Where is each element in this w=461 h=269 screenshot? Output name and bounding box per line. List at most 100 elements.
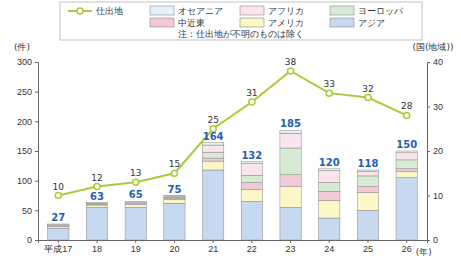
- legend-label: アフリカ: [268, 6, 304, 16]
- total-label: 164: [203, 131, 224, 142]
- tick-label: 20: [433, 146, 443, 156]
- tick-label: 200: [17, 117, 32, 127]
- tick-label: 0: [433, 235, 438, 245]
- total-label: 185: [280, 118, 301, 129]
- y2-axis-title: (国(地域)): [412, 42, 453, 52]
- chart: 2763657516413218512011815010121315253138…: [0, 0, 461, 269]
- tick-mark: [406, 240, 407, 243]
- legend-label: アジア: [358, 18, 385, 28]
- tick-mark: [427, 107, 430, 108]
- bar-segment: [280, 187, 301, 208]
- legend-item: オセアニア: [150, 6, 223, 16]
- bar-segment: [125, 203, 146, 205]
- tick-label: 40: [433, 57, 443, 67]
- tick-mark: [35, 151, 38, 152]
- line-label: 15: [169, 159, 180, 169]
- axis-line: [39, 241, 428, 244]
- total-label: 65: [129, 189, 143, 200]
- bar-segment: [86, 203, 107, 204]
- tick-label: 150: [17, 146, 32, 156]
- bar-segment: [203, 158, 224, 161]
- tick: 40: [427, 57, 443, 67]
- line-marker: [365, 95, 371, 101]
- total-label: 132: [241, 150, 262, 161]
- bar-segment: [241, 190, 262, 202]
- line-marker: [94, 184, 100, 190]
- bar-segment: [357, 170, 378, 171]
- bar-segment: [86, 202, 107, 204]
- bar-segment: [203, 143, 224, 145]
- legend-label: アメリカ: [268, 18, 304, 28]
- axis-line: [428, 63, 431, 241]
- bar-segment: [48, 223, 69, 225]
- tick: 250: [17, 87, 38, 97]
- bar-segment: [280, 207, 301, 240]
- bar-segment: [396, 169, 417, 172]
- y-axis: 050100150200250300: [17, 57, 39, 245]
- line-marker: [171, 170, 177, 176]
- tick: 200: [17, 117, 38, 127]
- bar-segment: [125, 207, 146, 240]
- tick: 24: [324, 240, 334, 254]
- bar-segment: [241, 162, 262, 164]
- tick-mark: [367, 240, 368, 243]
- bar-segment: [164, 200, 185, 204]
- line-label: 38: [285, 57, 297, 67]
- legend-item: ヨーロッパ: [330, 6, 404, 16]
- bar-segment: [357, 171, 378, 176]
- annotation: 注：仕出地が不明のものは除く: [178, 29, 304, 39]
- legend-label: オセアニア: [178, 6, 223, 16]
- legend-item: 中近東: [150, 18, 205, 28]
- bar-segment: [396, 178, 417, 240]
- total-label: 120: [319, 157, 340, 168]
- line-label: 10: [53, 182, 65, 192]
- tick-mark: [58, 240, 59, 243]
- tick-mark: [427, 196, 430, 197]
- legend-swatch: [150, 18, 174, 27]
- bar-segment: [241, 175, 262, 182]
- tick: 30: [427, 102, 443, 112]
- tick-mark: [35, 62, 38, 63]
- tick-label: 0: [27, 235, 32, 245]
- legend-item: アメリカ: [240, 18, 304, 28]
- tick-mark: [213, 240, 214, 243]
- bar-segment: [86, 207, 107, 240]
- tick-mark: [329, 240, 330, 243]
- bar-segment: [48, 223, 69, 224]
- tick-mark: [174, 240, 175, 243]
- total-label: 75: [167, 184, 181, 195]
- tick: 22: [247, 240, 257, 254]
- bar-segment: [164, 196, 185, 197]
- tick: 50: [22, 206, 38, 216]
- tick-mark: [35, 210, 38, 211]
- plot-area: [48, 68, 418, 240]
- line-label: 12: [91, 173, 102, 183]
- line-label: 31: [246, 88, 257, 98]
- tick: 25: [363, 240, 373, 254]
- bar-segment: [86, 204, 107, 206]
- legend-swatch: [240, 18, 264, 27]
- tick-mark: [427, 151, 430, 152]
- line-label: 33: [324, 79, 335, 89]
- total-label: 27: [51, 212, 65, 223]
- legend: 仕出地オセアニアアフリカヨーロッパ中近東アメリカアジア: [60, 2, 422, 40]
- tick: 150: [17, 146, 38, 156]
- bar-segment: [396, 172, 417, 178]
- tick-label: 100: [17, 176, 32, 186]
- bar-segment: [319, 169, 340, 171]
- tick: 0: [27, 235, 38, 245]
- bar-segment: [280, 175, 301, 187]
- tick: 平成17: [44, 240, 72, 254]
- legend-swatch: [330, 18, 354, 27]
- tick-mark: [35, 240, 38, 241]
- tick: 21: [208, 240, 218, 254]
- y2-axis: 010203040: [427, 57, 443, 245]
- legend-label: ヨーロッパ: [358, 6, 404, 16]
- line-marker: [133, 179, 139, 185]
- tick: 18: [92, 240, 102, 254]
- tick: 0: [427, 235, 438, 245]
- tick-mark: [97, 240, 98, 243]
- legend-marker: [77, 8, 83, 14]
- bar-segment: [125, 204, 146, 207]
- legend-item: アジア: [330, 18, 385, 28]
